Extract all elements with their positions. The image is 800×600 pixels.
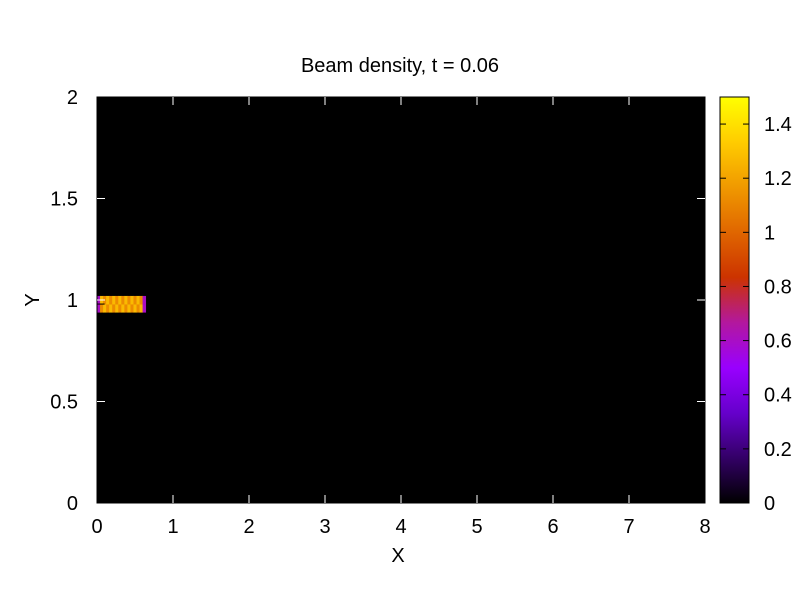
- x-tick-label: 4: [395, 516, 406, 538]
- x-tick-label: 6: [547, 516, 558, 538]
- heatmap-cell: [133, 295, 137, 305]
- x-tick-label: 8: [699, 516, 710, 538]
- x-tick-label: 3: [319, 516, 330, 538]
- heatmap-cell: [109, 304, 113, 313]
- x-axis: 0 1 2 3 4 5 6 7 8: [91, 97, 711, 538]
- colorbar-tick-label: 1.2: [764, 168, 792, 190]
- heatmap-cell: [142, 304, 147, 313]
- y-tick-label: 0: [67, 493, 78, 515]
- heatmap-cell: [115, 304, 119, 313]
- heatmap-cell: [139, 295, 143, 305]
- heatmap-cell: [142, 295, 147, 305]
- x-tick-label: 2: [243, 516, 254, 538]
- colorbar-tick-label: 0.6: [764, 331, 792, 353]
- colorbar-tick-label: 0: [764, 493, 775, 515]
- heatmap-cell: [124, 295, 128, 305]
- colorbar-tick-label: 0.8: [764, 276, 792, 298]
- colorbar-tick-label: 1: [764, 222, 775, 244]
- heatmap-cell: [130, 304, 134, 313]
- heatmap-cell: [97, 304, 101, 313]
- heatmap-cell: [118, 295, 122, 305]
- x-tick-label: 5: [471, 516, 482, 538]
- heatmap-cell: [118, 304, 122, 313]
- y-tick-label: 1: [67, 290, 78, 312]
- heatmap-cell: [133, 304, 137, 313]
- heatmap-cell: [136, 295, 140, 305]
- heatmap-cell: [139, 304, 143, 313]
- heatmap-cell: [124, 304, 128, 313]
- plot-area: [97, 97, 705, 503]
- y-axis: 0 0.5 1 1.5 2: [50, 87, 705, 515]
- heatmap-cell: [106, 295, 110, 305]
- beam-cells: [97, 295, 147, 313]
- heatmap-cell: [121, 295, 125, 305]
- heatmap-cell: [103, 304, 107, 313]
- heatmap-cell: [127, 304, 131, 313]
- x-tick-label: 7: [623, 516, 634, 538]
- heatmap-cell: [136, 304, 140, 313]
- heatmap-cell: [100, 304, 104, 313]
- y-tick-label: 0.5: [50, 392, 78, 414]
- colorbar: [719, 96, 750, 504]
- heatmap-cell: [112, 304, 116, 313]
- colorbar-tick-label: 0.4: [764, 385, 792, 407]
- x-tick-label: 1: [167, 516, 178, 538]
- heatmap-cell: [130, 295, 134, 305]
- x-tick-label: 0: [91, 516, 102, 538]
- heatmap-cell: [106, 304, 110, 313]
- colorbar-ticks: 0 0.2 0.4 0.6 0.8 1 1.2 1.4: [720, 114, 792, 515]
- heatmap-cell: [127, 295, 131, 305]
- y-axis-label: Y: [22, 293, 44, 306]
- y-tick-label: 2: [67, 87, 78, 109]
- y-tick-label: 1.5: [50, 189, 78, 211]
- colorbar-tick-label: 0.2: [764, 439, 792, 461]
- heatmap-cell: [112, 295, 116, 305]
- heatmap-cell: [109, 295, 113, 305]
- heatmap-cell: [121, 304, 125, 313]
- chart-title: Beam density, t = 0.06: [301, 55, 499, 77]
- x-axis-label: X: [391, 545, 404, 567]
- colorbar-tick-label: 1.4: [764, 114, 792, 136]
- heatmap-cell: [115, 295, 119, 305]
